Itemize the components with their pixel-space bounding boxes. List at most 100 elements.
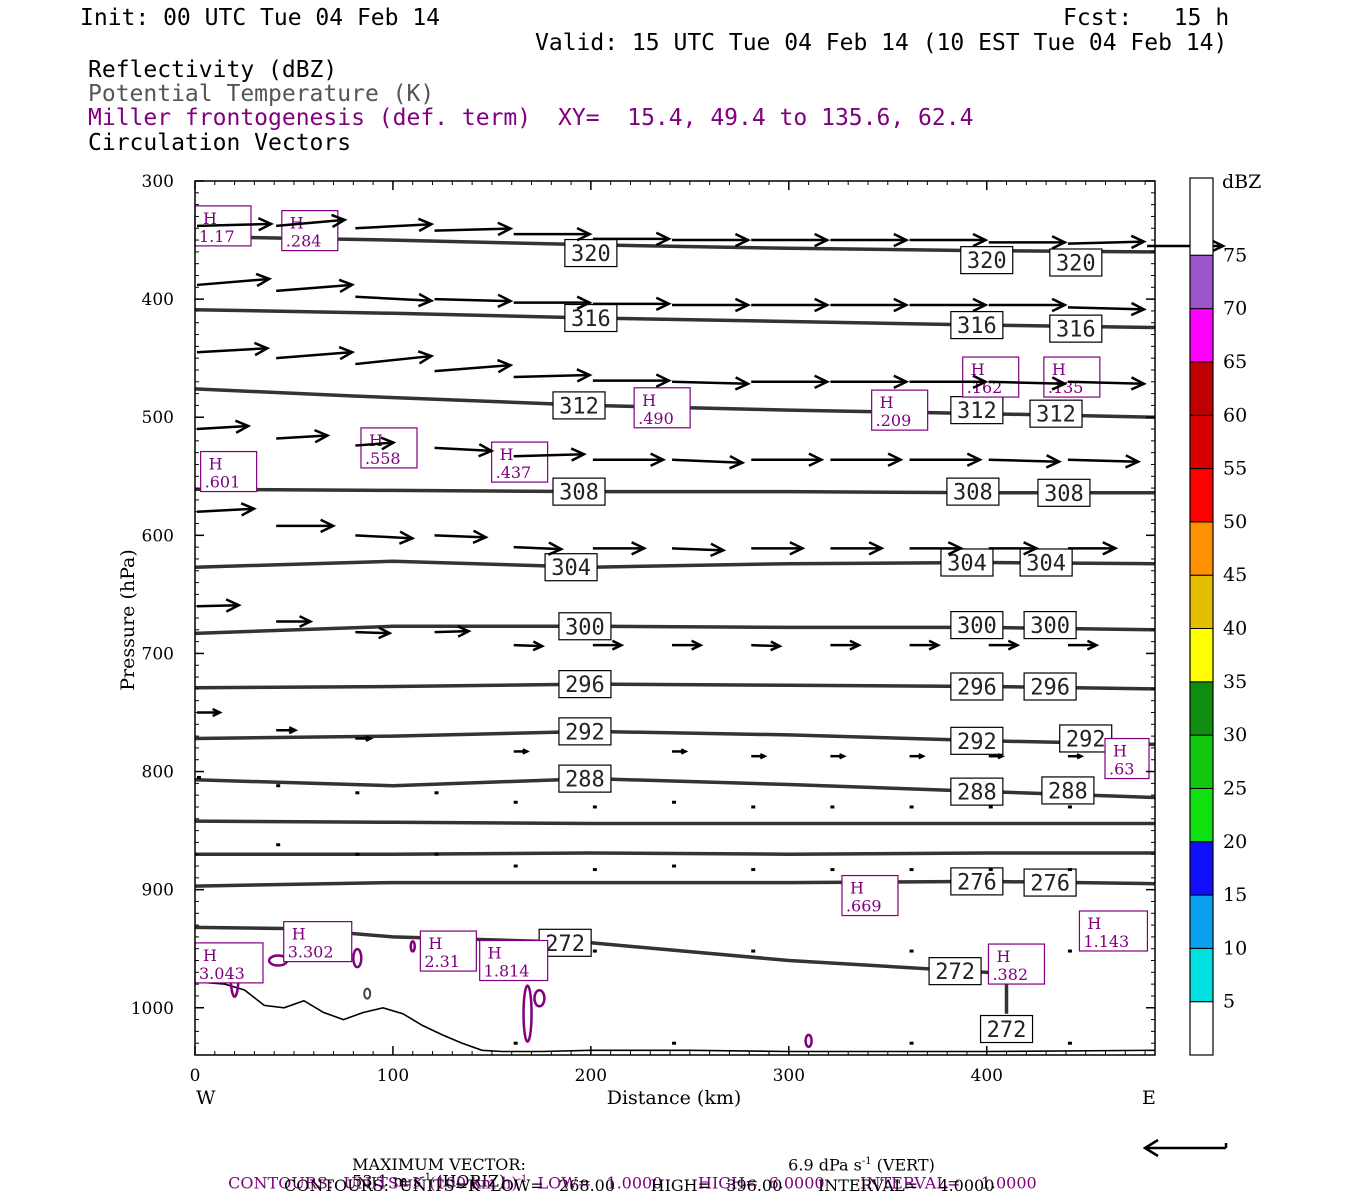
theta-label-text: 304 — [947, 551, 987, 576]
theta-label-box — [1023, 868, 1077, 897]
y-tick-label: 500 — [142, 408, 174, 428]
vector-shaft — [355, 222, 432, 230]
legend-circulation-vectors: Circulation Vectors — [88, 130, 352, 156]
miller-high-symbol: H — [996, 947, 1010, 966]
vector-shaft — [988, 380, 1065, 386]
vector-shaft — [434, 446, 492, 453]
vector-head — [710, 542, 727, 558]
colorbar-label: 35 — [1223, 671, 1247, 693]
vector-head — [1209, 238, 1226, 254]
vector-head — [380, 436, 397, 451]
theta-label-box — [950, 310, 1004, 340]
theta-contour-unlabeled-10 — [195, 851, 1155, 856]
theta-label-text: 312 — [957, 399, 997, 424]
circulation-vector — [434, 358, 514, 374]
y-tick-label: 400 — [142, 290, 174, 310]
vector-dot — [592, 805, 597, 809]
theta-contour-label: 296 — [1023, 672, 1077, 701]
colorbar-segment-25 — [1189, 787, 1214, 843]
vector-shaft — [196, 277, 270, 287]
colorbar-label: 60 — [1223, 404, 1247, 426]
miller-high-value: .63 — [1109, 760, 1134, 779]
vector-shaft — [672, 380, 749, 386]
colorbar-segment-70 — [1189, 308, 1214, 363]
colorbar-label: 15 — [1223, 884, 1247, 906]
vector-shaft — [196, 424, 249, 431]
miller-high: H.437 — [491, 441, 549, 483]
theta-label-box — [558, 764, 612, 793]
vector-head — [650, 452, 667, 467]
y-tick-label: 600 — [142, 526, 174, 546]
miller-high: H.135 — [1043, 356, 1101, 398]
theta-label-text: 296 — [565, 673, 605, 698]
vector-head — [655, 373, 672, 388]
theta-label-box — [1023, 672, 1077, 701]
miller-high-symbol: H — [428, 934, 442, 953]
miller-high-box — [194, 942, 264, 984]
theta-label-box — [552, 391, 606, 420]
frontogenesis-contour — [352, 947, 363, 969]
vector-dot — [513, 800, 518, 804]
vector-head — [814, 232, 831, 248]
miller-high: H.382 — [987, 943, 1046, 985]
theta-contour-label: 296 — [950, 672, 1004, 701]
x-tick-label: 100 — [377, 1066, 409, 1086]
circulation-vector — [672, 232, 752, 248]
vector-shaft — [1067, 380, 1144, 386]
cross-section-endpoints: XY= 15.4, 49.4 to 135.6, 62.4 — [558, 105, 974, 131]
theta-label-text: 308 — [953, 481, 993, 506]
vector-head — [338, 278, 356, 293]
theta-label-box — [552, 477, 606, 506]
miller-high-symbol: H — [209, 455, 223, 474]
theta-label-text: 300 — [957, 614, 997, 639]
circulation-vector — [751, 452, 825, 467]
vector-head — [1102, 541, 1119, 556]
vector-head — [257, 216, 274, 232]
circulation-vector — [196, 598, 242, 613]
vector-head — [893, 297, 910, 313]
circulation-vector — [909, 753, 926, 760]
circulation-vector — [909, 374, 989, 390]
miller-high: H1.143 — [1078, 910, 1149, 952]
vector-shaft — [1067, 306, 1144, 311]
max-vector-horiz-exp: -1 — [421, 1172, 432, 1183]
vector-head — [417, 217, 435, 233]
miller-high-value: .669 — [846, 897, 882, 916]
theta-contour-292 — [194, 729, 1156, 747]
circulation-vector — [592, 373, 672, 388]
theta-label-box — [1023, 610, 1077, 640]
vector-head — [918, 753, 926, 760]
theta-label-box — [1029, 399, 1083, 428]
colorbar-segment-10 — [1189, 947, 1214, 1003]
miller-high-symbol: H — [500, 445, 514, 464]
vector-dot — [909, 1041, 914, 1045]
miller-high: H.490 — [633, 387, 691, 429]
vector-head — [522, 748, 530, 755]
max-vector-vert-exp: -1 — [861, 1156, 872, 1167]
circulation-vector — [909, 232, 989, 248]
colorbar-segment-65 — [1189, 361, 1214, 416]
vector-shaft — [434, 363, 511, 373]
vector-dot — [355, 791, 360, 795]
circulation-vector — [513, 748, 530, 755]
vector-head — [497, 221, 514, 237]
vector-shaft — [672, 547, 724, 552]
theta-contour-unlabeled-9 — [194, 819, 1155, 826]
vector-head — [893, 374, 910, 390]
theta-contour-label: 296 — [558, 670, 612, 699]
miller-high-box — [841, 874, 899, 917]
miller-high-symbol: H — [292, 925, 306, 944]
vector-head — [253, 341, 271, 357]
circulation-vector — [988, 454, 1062, 469]
theta-contour-label: 300 — [950, 610, 1004, 640]
vector-dot — [1067, 1041, 1072, 1045]
circulation-vector — [513, 226, 593, 242]
theta-label-text: 276 — [1030, 872, 1070, 897]
theta-label-text: 300 — [565, 615, 605, 640]
circulation-vector — [830, 374, 910, 390]
vector-head — [814, 297, 831, 313]
theta-contour-label: 304 — [1019, 548, 1073, 577]
miller-high-box — [419, 930, 477, 972]
miller-high: H1.814 — [479, 939, 549, 982]
miller-high-box — [360, 427, 418, 469]
